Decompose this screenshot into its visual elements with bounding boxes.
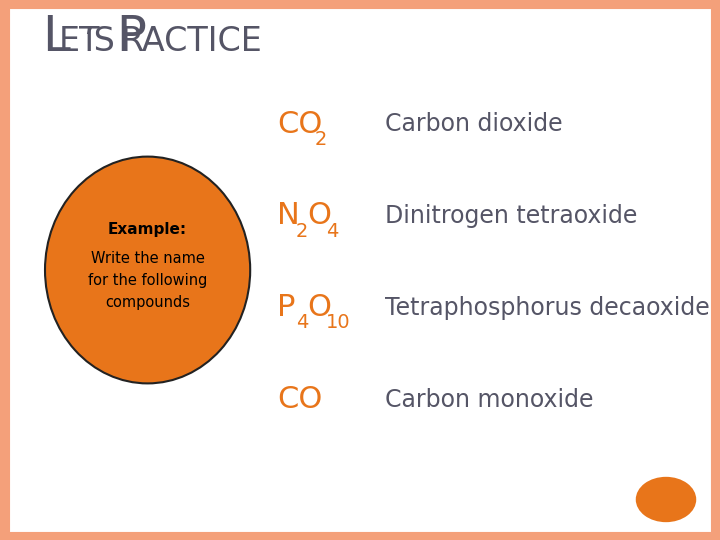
FancyBboxPatch shape xyxy=(4,3,716,537)
Text: Example:: Example: xyxy=(108,222,187,237)
Text: Carbon dioxide: Carbon dioxide xyxy=(385,112,563,136)
Text: Write the name
for the following
compounds: Write the name for the following compoun… xyxy=(88,251,207,310)
Text: N: N xyxy=(277,201,300,231)
Text: P: P xyxy=(101,14,147,62)
Text: 2: 2 xyxy=(315,130,327,149)
Text: O: O xyxy=(307,293,331,322)
Ellipse shape xyxy=(45,157,251,383)
Text: O: O xyxy=(307,201,331,231)
Text: ’S: ’S xyxy=(83,25,114,58)
Text: CO: CO xyxy=(277,385,323,414)
Text: CO: CO xyxy=(277,110,323,139)
Text: RACTICE: RACTICE xyxy=(121,25,263,58)
Text: 10: 10 xyxy=(326,313,351,333)
Text: 4: 4 xyxy=(296,313,308,333)
Text: Carbon monoxide: Carbon monoxide xyxy=(385,388,594,411)
Text: Dinitrogen tetraoxide: Dinitrogen tetraoxide xyxy=(385,204,638,228)
Text: P: P xyxy=(277,293,296,322)
Text: L: L xyxy=(42,14,70,62)
Text: ET: ET xyxy=(59,25,101,58)
Text: 2: 2 xyxy=(296,221,308,241)
Circle shape xyxy=(636,477,696,522)
Text: 4: 4 xyxy=(326,221,338,241)
Text: Tetraphosphorus decaoxide: Tetraphosphorus decaoxide xyxy=(385,296,710,320)
